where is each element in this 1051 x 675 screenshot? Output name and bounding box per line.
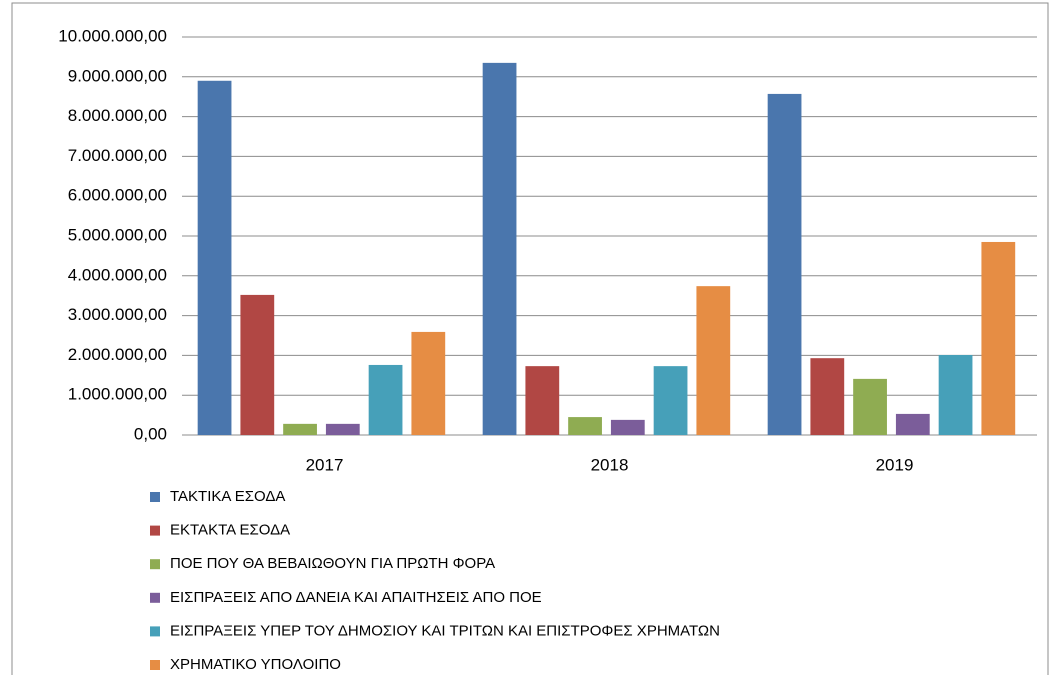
x-tick-label: 2019 (876, 455, 914, 474)
bar (283, 423, 317, 435)
bar (981, 241, 1016, 435)
bar (767, 93, 802, 435)
bar (810, 358, 845, 435)
y-tick-label: 7.000.000,00 (68, 146, 167, 165)
legend-label: ΕΙΣΠΡΑΞΕΙΣ ΑΠΟ ΔΑΝΕΙΑ ΚΑΙ ΑΠΑΙΤΗΣΕΙΣ ΑΠΟ… (170, 589, 542, 606)
y-tick-label: 6.000.000,00 (68, 186, 167, 205)
bar (240, 294, 275, 435)
bar (325, 423, 360, 435)
bar (696, 286, 731, 435)
bar (411, 331, 446, 435)
legend-label: ΧΡΗΜΑΤΙΚΟ ΥΠΟΛΟΙΠΟ (170, 656, 341, 673)
bar (368, 364, 403, 435)
legend-label: ΠΟΕ ΠΟΥ ΘΑ ΒΕΒΑΙΩΘΟΥΝ ΓΙΑ ΠΡΩΤΗ ΦΟΡΑ (170, 555, 495, 572)
y-tick-label: 0,00 (134, 424, 167, 443)
x-tick-label: 2017 (306, 455, 344, 474)
legend-label: ΕΚΤΑΚΤΑ ΕΣΟΔΑ (170, 522, 290, 539)
bar (895, 413, 930, 435)
legend-swatch (150, 626, 160, 637)
bar (525, 366, 560, 435)
legend-swatch (150, 525, 160, 536)
bar (653, 366, 688, 435)
y-tick-label: 1.000.000,00 (68, 385, 167, 404)
legend-swatch (150, 559, 160, 570)
bar (197, 80, 232, 435)
y-tick-label: 8.000.000,00 (68, 106, 167, 125)
legend-swatch (150, 592, 160, 603)
y-tick-label: 10.000.000,00 (58, 26, 167, 45)
bar (568, 417, 602, 435)
bar (610, 419, 645, 435)
x-tick-label: 2018 (591, 455, 629, 474)
legend-swatch (150, 660, 160, 670)
y-tick-label: 3.000.000,00 (68, 305, 167, 324)
bar (853, 378, 887, 435)
bar (482, 62, 517, 436)
chart-frame (11, 2, 1049, 675)
bar (938, 355, 973, 435)
y-tick-label: 9.000.000,00 (68, 66, 167, 85)
legend-swatch (150, 492, 160, 502)
y-tick-label: 4.000.000,00 (68, 265, 167, 284)
y-tick-label: 5.000.000,00 (68, 225, 167, 244)
y-tick-label: 2.000.000,00 (68, 345, 167, 364)
legend-label: ΕΙΣΠΡΑΞΕΙΣ ΥΠΕΡ ΤΟΥ ΔΗΜΟΣΙΟΥ ΚΑΙ ΤΡΙΤΩΝ … (170, 622, 720, 639)
legend-label: ΤΑΚΤΙΚΑ ΕΣΟΔΑ (170, 488, 285, 505)
